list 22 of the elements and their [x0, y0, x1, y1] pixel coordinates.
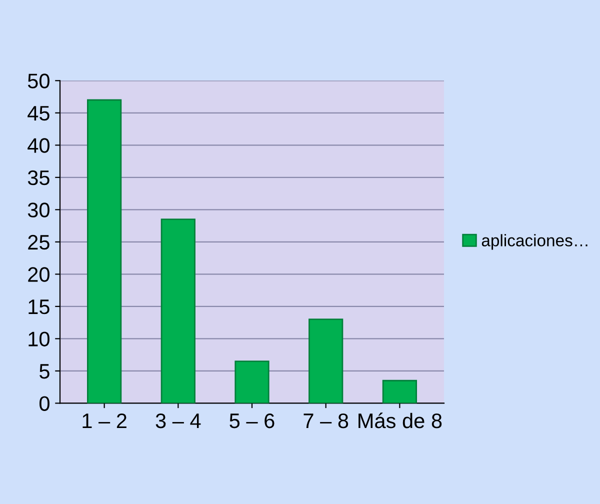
bar [86, 99, 122, 404]
y-tick-label: 15 [28, 300, 50, 314]
bar [382, 380, 418, 404]
x-tick-label: 1 – 2 [82, 413, 126, 428]
y-tick-label: 10 [28, 332, 50, 346]
legend-label: aplicaciones… [482, 234, 588, 250]
y-tick-label: 0 [40, 396, 50, 411]
y-tick-label: 50 [28, 74, 50, 88]
x-tick-label: 3 – 4 [156, 413, 201, 428]
x-tick-label: 5 – 6 [230, 413, 274, 428]
y-tick-label: 45 [28, 106, 50, 121]
x-tick-label: Más de 8 [358, 412, 442, 428]
y-tick-label: 5 [40, 364, 50, 379]
bar [160, 218, 196, 404]
y-tick-label: 35 [28, 170, 50, 186]
y-tick-label: 25 [28, 234, 50, 250]
y-tick-label: 40 [28, 138, 50, 153]
bar [234, 360, 270, 404]
y-tick-label: 30 [28, 202, 50, 218]
bar [308, 318, 344, 404]
y-tick-label: 20 [28, 267, 50, 282]
x-tick-label: 7 – 8 [304, 413, 348, 428]
